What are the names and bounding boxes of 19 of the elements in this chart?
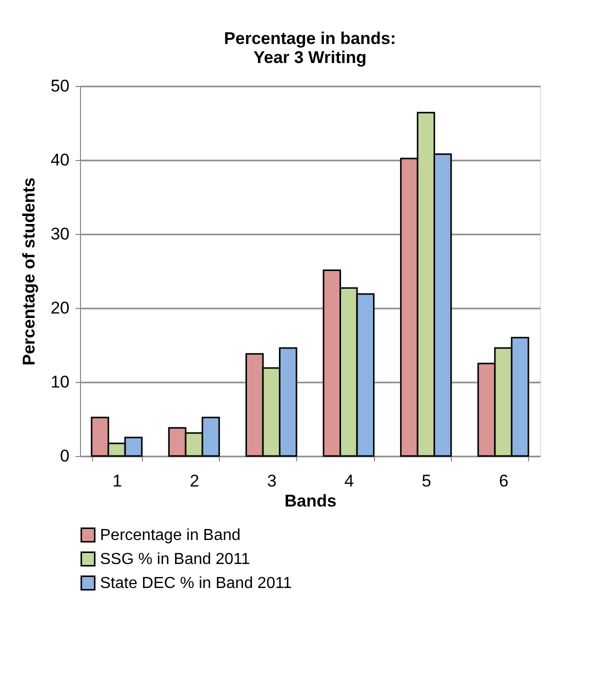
x-tick-label: 6 [499,472,509,490]
legend-label: SSG % in Band 2011 [100,551,250,568]
legend-label: State DEC % in Band 2011 [100,575,292,592]
y-axis-title: Percentage of students [20,178,39,366]
x-axis-title: Bands [284,492,336,510]
x-tick-label: 1 [112,472,122,490]
text: Year 3 Writing [253,48,367,67]
x-tick-label: 4 [344,472,354,490]
x-tick-label: 5 [422,472,432,490]
y-tick-label: 20 [50,298,70,318]
x-tick-label: 2 [190,472,200,490]
y-tick-label: 0 [60,446,70,466]
y-tick-label: 40 [50,150,70,170]
y-tick-label: 30 [50,224,70,244]
legend-label: Percentage in Band [100,527,241,544]
y-tick-label: 50 [50,76,70,96]
y-tick-label: 10 [50,372,70,392]
text: Percentage in bands: [224,29,396,48]
x-tick-label: 3 [267,472,277,490]
